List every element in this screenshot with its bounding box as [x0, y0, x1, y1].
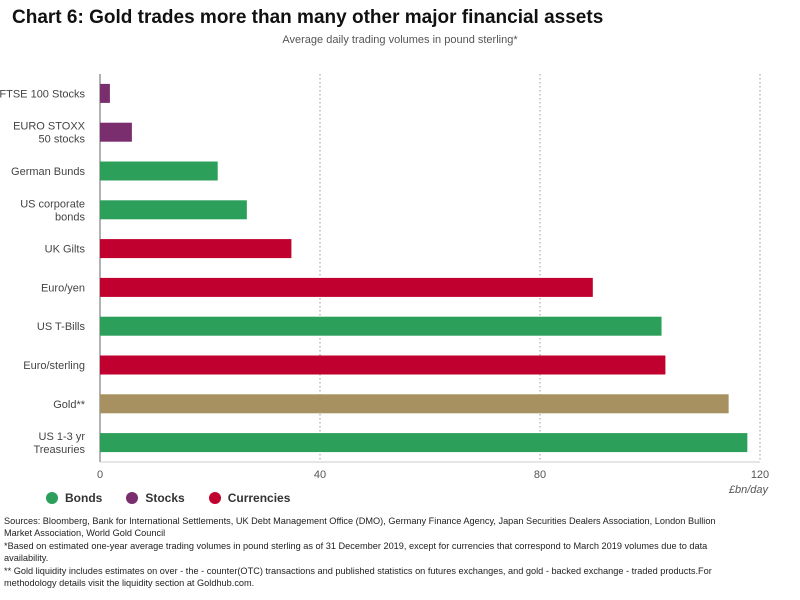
x-tick-label: 0 [97, 469, 103, 481]
bar [100, 316, 662, 336]
bar [100, 433, 748, 453]
sources-note: Sources: Bloomberg, Bank for Internation… [4, 516, 716, 539]
bar [100, 122, 132, 142]
chart-notes: Sources: Bloomberg, Bank for Internation… [4, 515, 744, 589]
legend-swatch-stocks [126, 492, 139, 504]
x-axis-unit-label: £bn/day [728, 484, 768, 496]
y-category-label: US T-Bills [37, 321, 86, 333]
chart-subtitle-text: Average daily trading volumes in pound s… [282, 34, 518, 46]
legend-swatch-bonds [46, 492, 58, 504]
bar [100, 277, 593, 297]
bar [100, 200, 247, 220]
chart-title: Chart 6: Gold trades more than many othe… [12, 7, 604, 28]
bar [100, 161, 218, 181]
y-category-label: UK Gilts [45, 244, 86, 256]
bar [100, 355, 666, 375]
y-category-label: Euro/sterling [23, 360, 85, 372]
legend-label-currencies: Currencies [227, 491, 291, 505]
y-category-label: German Bunds [11, 166, 85, 178]
legend-item-currencies: Currencies [208, 491, 291, 505]
bar [100, 83, 110, 103]
legend-label-bonds: Bonds [65, 491, 103, 505]
y-category-label: US 1-3 yr Treasuries [33, 431, 85, 456]
footnote-gold-liquidity: ** Gold liquidity includes estimates on … [4, 565, 712, 589]
y-category-label: EURO STOXX 50 stocks [13, 121, 86, 146]
footnote-volumes: *Based on estimated one-year average tra… [4, 540, 708, 564]
legend-item-bonds: Bonds [46, 491, 102, 505]
chart-legend: Bonds Stocks Currencies [46, 491, 314, 505]
legend-swatch-currencies [208, 492, 221, 504]
bar [100, 239, 292, 259]
chart-subtitle: Average daily trading volumes in pound s… [0, 34, 800, 46]
x-tick-label: 80 [534, 469, 546, 481]
y-category-label: US corporate bonds [20, 198, 85, 223]
y-category-label: Gold** [53, 399, 86, 411]
x-tick-label: 40 [314, 469, 326, 481]
x-tick-label: 120 [751, 469, 769, 481]
y-category-label: FTSE 100 Stocks [0, 88, 85, 100]
y-category-label: Euro/yen [41, 282, 85, 294]
legend-label-stocks: Stocks [145, 491, 185, 505]
legend-item-stocks: Stocks [126, 491, 185, 505]
bar [100, 394, 729, 414]
